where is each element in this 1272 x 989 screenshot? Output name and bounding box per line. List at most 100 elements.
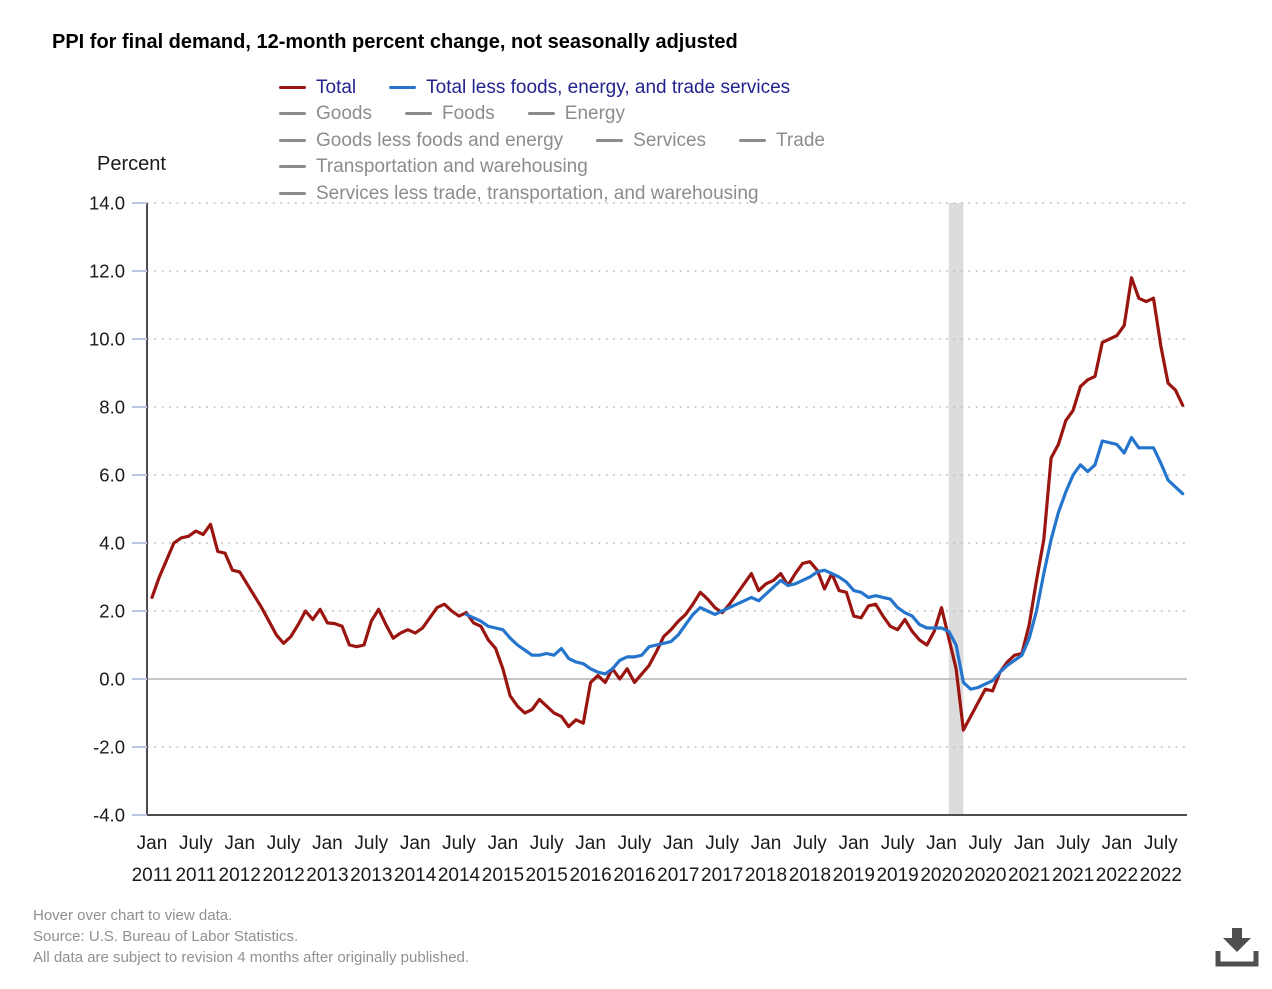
- svg-text:2016: 2016: [613, 865, 655, 886]
- svg-text:Jan: Jan: [926, 833, 957, 854]
- svg-text:2013: 2013: [350, 865, 392, 886]
- svg-text:2020: 2020: [964, 865, 1006, 886]
- svg-text:July: July: [968, 833, 1002, 854]
- legend-swatch-icon: [739, 138, 767, 142]
- svg-text:Jan: Jan: [312, 833, 343, 854]
- svg-text:2022: 2022: [1140, 865, 1182, 886]
- legend-item-total-less-foods-energy-and-trade-services[interactable]: Total less foods, energy, and trade serv…: [389, 78, 790, 97]
- svg-text:2022: 2022: [1096, 865, 1138, 886]
- svg-text:8.0: 8.0: [99, 397, 125, 418]
- svg-text:2015: 2015: [482, 865, 524, 886]
- svg-text:10.0: 10.0: [89, 329, 125, 350]
- svg-text:2015: 2015: [526, 865, 568, 886]
- footer-hover-note: Hover over chart to view data.: [33, 907, 233, 924]
- svg-text:14.0: 14.0: [89, 193, 125, 214]
- svg-text:Jan: Jan: [488, 833, 519, 854]
- svg-text:July: July: [705, 833, 739, 854]
- footer: Hover over chart to view data. Source: U…: [33, 905, 469, 968]
- legend-item-services[interactable]: Services: [596, 131, 706, 150]
- svg-text:July: July: [530, 833, 564, 854]
- y-axis-title: Percent: [97, 153, 166, 175]
- svg-text:2020: 2020: [920, 865, 962, 886]
- svg-text:2011: 2011: [132, 865, 173, 886]
- svg-text:Jan: Jan: [1014, 833, 1045, 854]
- legend-item-label: Services less trade, transportation, and…: [316, 182, 759, 204]
- svg-text:12.0: 12.0: [89, 261, 125, 282]
- svg-text:Jan: Jan: [1102, 833, 1133, 854]
- legend-item-goods-less-foods-and-energy[interactable]: Goods less foods and energy: [279, 131, 563, 150]
- svg-text:2021: 2021: [1008, 865, 1050, 886]
- legend-item-label: Energy: [564, 103, 625, 125]
- svg-text:2012: 2012: [219, 865, 261, 886]
- svg-text:2017: 2017: [657, 865, 699, 886]
- legend-swatch-icon: [527, 112, 555, 116]
- legend-swatch-icon: [596, 138, 624, 142]
- svg-text:2013: 2013: [306, 865, 348, 886]
- legend-item-label: Goods less foods and energy: [316, 129, 564, 151]
- svg-text:Jan: Jan: [137, 833, 168, 854]
- legend-item-foods[interactable]: Foods: [404, 103, 495, 125]
- svg-text:2018: 2018: [745, 865, 787, 886]
- svg-text:2012: 2012: [262, 865, 304, 886]
- y-axis-ticks-labels: 14.0 12.0 10.0 8.0 6.0 4.0 2.0 0.0 -2.0 -4.0: [89, 193, 147, 826]
- svg-text:July: July: [1144, 833, 1178, 854]
- svg-text:4.0: 4.0: [99, 533, 125, 554]
- download-icon: [1215, 928, 1259, 967]
- legend: Total Total less foods, energy, and trade…: [279, 74, 825, 207]
- svg-text:Jan: Jan: [224, 833, 255, 854]
- svg-text:Jan: Jan: [400, 833, 431, 854]
- legend-row: Transportation and warehousing: [279, 154, 825, 181]
- svg-text:2017: 2017: [701, 865, 743, 886]
- svg-text:2019: 2019: [876, 865, 918, 886]
- svg-text:2014: 2014: [394, 865, 437, 886]
- svg-text:July: July: [354, 833, 388, 854]
- x-axis-labels: Jan2011July2011Jan2012July2012Jan2013Jul…: [132, 833, 1182, 886]
- svg-text:July: July: [442, 833, 476, 854]
- svg-text:-4.0: -4.0: [93, 805, 125, 826]
- series-line-total[interactable]: [150, 276, 1185, 732]
- footer-source: Source: U.S. Bureau of Labor Statistics.: [33, 928, 299, 945]
- svg-text:Jan: Jan: [663, 833, 694, 854]
- svg-text:Jan: Jan: [575, 833, 606, 854]
- legend-row: Goods Foods Energy: [279, 101, 825, 128]
- axis-lines: [146, 203, 1187, 816]
- svg-text:Jan: Jan: [838, 833, 869, 854]
- svg-text:July: July: [618, 833, 652, 854]
- svg-text:2011: 2011: [175, 865, 216, 886]
- svg-text:2014: 2014: [438, 865, 481, 886]
- svg-text:July: July: [1056, 833, 1090, 854]
- footer-revision-note: All data are subject to revision 4 month…: [33, 949, 470, 966]
- svg-text:Jan: Jan: [751, 833, 782, 854]
- gridlines: [147, 202, 1187, 748]
- legend-item-label: Transportation and warehousing: [316, 156, 588, 178]
- series-line-total-less-foods-energy-and-trade-services[interactable]: [464, 436, 1185, 691]
- legend-item-total[interactable]: Total: [279, 78, 356, 97]
- legend-swatch-icon: [279, 85, 306, 89]
- legend-swatch-icon: [279, 112, 306, 116]
- legend-swatch-icon: [279, 138, 306, 142]
- legend-item-label: Services: [633, 129, 707, 151]
- chart-title: PPI for final demand, 12-month percent c…: [52, 31, 738, 53]
- legend-swatch-icon: [404, 112, 432, 116]
- svg-text:2018: 2018: [789, 865, 831, 886]
- legend-item-transportation-and-warehousing[interactable]: Transportation and warehousing: [279, 157, 588, 176]
- svg-text:July: July: [267, 833, 301, 854]
- legend-row: Goods less foods and energy Services Trade: [279, 127, 825, 154]
- legend-swatch-icon: [279, 191, 306, 195]
- svg-text:0.0: 0.0: [99, 669, 125, 690]
- legend-swatch-icon: [389, 85, 417, 89]
- legend-item-trade[interactable]: Trade: [739, 131, 825, 150]
- legend-item-label: Goods: [316, 103, 372, 125]
- legend-item-services-less-trade-transportation-and-warehousing[interactable]: Services less trade, transportation, and…: [279, 184, 759, 203]
- svg-text:2021: 2021: [1052, 865, 1094, 886]
- legend-item-goods[interactable]: Goods: [279, 104, 372, 123]
- svg-text:2019: 2019: [833, 865, 875, 886]
- legend-item-label: Trade: [776, 129, 825, 151]
- download-button[interactable]: [1210, 922, 1266, 974]
- legend-item-energy[interactable]: Energy: [527, 103, 625, 125]
- svg-text:July: July: [793, 833, 827, 854]
- legend-swatch-icon: [279, 165, 306, 169]
- legend-item-label: Foods: [441, 103, 495, 125]
